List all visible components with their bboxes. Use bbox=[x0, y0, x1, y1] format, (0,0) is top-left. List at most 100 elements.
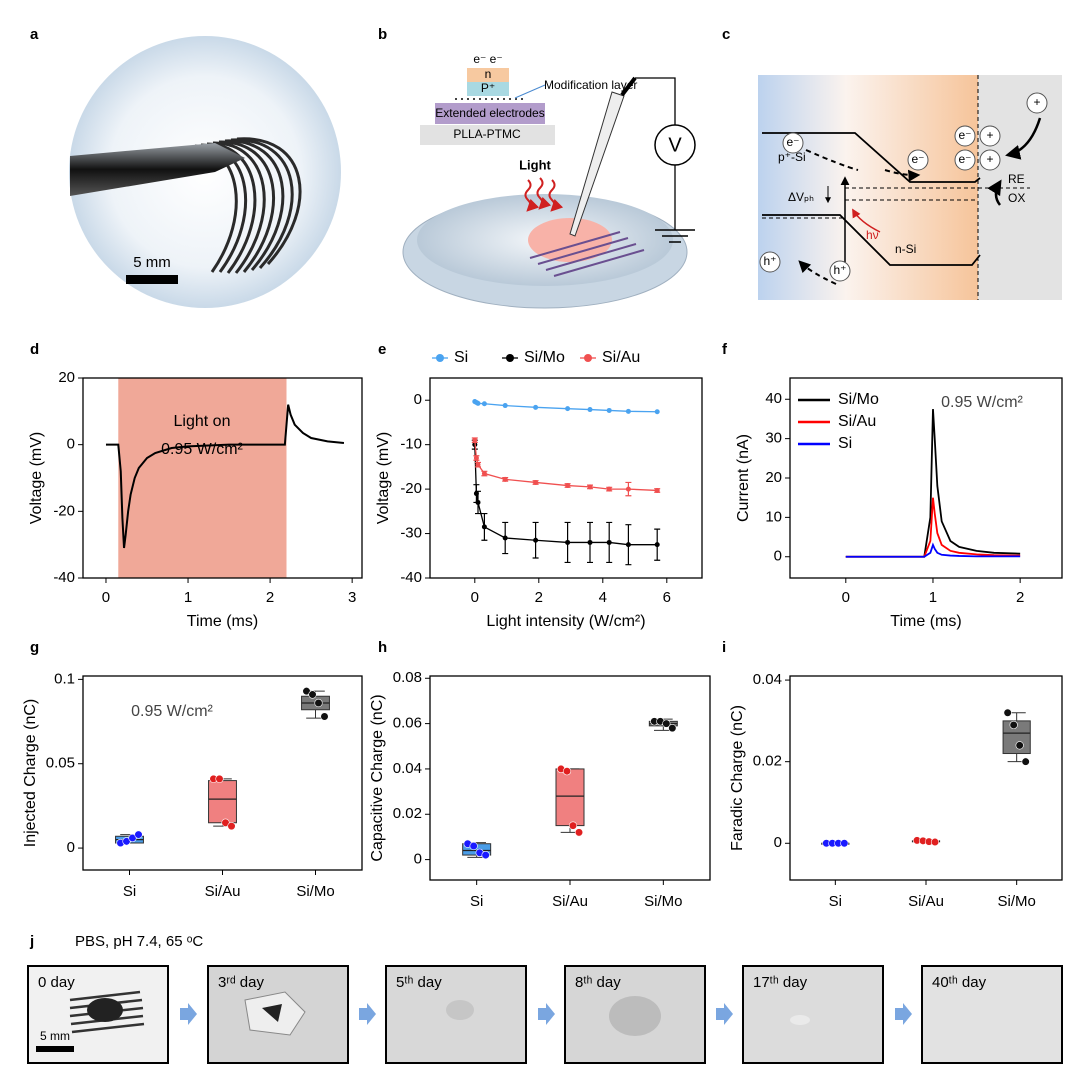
data-line bbox=[105, 404, 345, 549]
y-tick-label: 20 bbox=[58, 369, 75, 386]
y-tick-label: 0.02 bbox=[753, 753, 782, 770]
legend-label: Si bbox=[838, 435, 852, 452]
x-tick-label: 0 bbox=[471, 589, 479, 606]
panel-j: PBS, pH 7.4, 65 ᵒC 5 mm 0 day 3ʳᵈ day 5ᵗ… bbox=[27, 933, 1063, 1064]
legend-label: Si bbox=[454, 349, 468, 366]
data-point bbox=[930, 837, 940, 847]
panel-letter: a bbox=[30, 26, 39, 43]
hole-path bbox=[798, 260, 837, 285]
x-tick-label: Si/Au bbox=[205, 883, 241, 900]
scale-bar bbox=[36, 1046, 74, 1052]
electron: e⁻ bbox=[958, 152, 971, 166]
data-point bbox=[587, 539, 593, 545]
data-point bbox=[475, 499, 481, 505]
panel-letter: c bbox=[722, 26, 730, 43]
data-point bbox=[562, 767, 572, 776]
photon-label: hν bbox=[866, 228, 879, 242]
frame-label: 40ᵗʰ day bbox=[932, 974, 987, 991]
plot-frame bbox=[82, 377, 363, 579]
panel-letter: h bbox=[378, 639, 387, 656]
n-side-label: n-Si bbox=[895, 242, 916, 256]
data-line bbox=[474, 444, 658, 546]
p-layer-label: P⁺ bbox=[481, 81, 495, 95]
data-point bbox=[565, 406, 571, 412]
substrate-label: PLLA-PTMC bbox=[453, 127, 521, 141]
y-tick-label: 40 bbox=[765, 390, 782, 407]
light-label: Light bbox=[519, 157, 551, 172]
tweezers bbox=[70, 143, 245, 196]
y-tick-label: -30 bbox=[400, 525, 422, 542]
oxidized-label: OX bbox=[1008, 191, 1025, 205]
callout-label: Modification layer bbox=[544, 78, 637, 92]
ground bbox=[655, 229, 695, 243]
data-point bbox=[625, 408, 631, 414]
y-tick-label: 0.04 bbox=[753, 671, 782, 688]
data-point bbox=[654, 409, 660, 415]
legend-label: Si/Au bbox=[838, 413, 876, 430]
y-tick-label: 0.1 bbox=[54, 670, 75, 687]
y-tick-label: 0.06 bbox=[393, 715, 422, 732]
x-tick-label: 1 bbox=[929, 589, 937, 606]
data-point bbox=[481, 401, 487, 407]
panel-letter: e bbox=[378, 341, 386, 358]
light-rays bbox=[524, 177, 564, 212]
reduced-label: RE bbox=[1008, 172, 1025, 186]
n-layer-label: n bbox=[485, 67, 492, 81]
frame-label: 17ᵗʰ day bbox=[753, 974, 808, 991]
x-axis-label: Time (ms) bbox=[187, 613, 258, 630]
legend-marker bbox=[436, 354, 444, 362]
scale-bar bbox=[126, 275, 178, 284]
frame-label: 3ʳᵈ day bbox=[218, 974, 264, 991]
scale-label: 5 mm bbox=[40, 1029, 70, 1043]
data-point bbox=[625, 486, 631, 492]
pipette-wire bbox=[620, 76, 637, 97]
cation: + bbox=[986, 152, 993, 166]
y-tick-label: 20 bbox=[765, 469, 782, 486]
residue bbox=[446, 1000, 474, 1020]
panel-a-photo: 5 mm bbox=[69, 36, 341, 308]
electron: e⁻ bbox=[911, 152, 924, 166]
data-point bbox=[227, 822, 236, 831]
hole: h⁺ bbox=[833, 263, 846, 277]
cation: + bbox=[1033, 95, 1040, 109]
plot-frame bbox=[429, 377, 703, 579]
data-point bbox=[587, 484, 593, 490]
data-point bbox=[565, 483, 571, 489]
data-point bbox=[533, 537, 539, 543]
x-axis-label: Light intensity (W/cm²) bbox=[486, 613, 645, 630]
x-tick-label: Si/Au bbox=[908, 893, 944, 910]
annotation: 0.95 W/cm² bbox=[941, 394, 1023, 411]
electrode-label: Extended electrodes bbox=[435, 106, 544, 120]
panel-letter: g bbox=[30, 639, 39, 656]
box bbox=[208, 780, 237, 824]
panel-letter: i bbox=[722, 639, 726, 656]
data-point bbox=[654, 487, 660, 493]
panel-letter: b bbox=[378, 26, 387, 43]
data-point bbox=[481, 850, 490, 860]
residue bbox=[609, 996, 661, 1036]
x-tick-label: 2 bbox=[1016, 589, 1024, 606]
data-point bbox=[308, 690, 317, 699]
electrode-stripes bbox=[529, 231, 645, 277]
y-tick-label: -20 bbox=[400, 480, 422, 497]
y-axis-label: Voltage (mV) bbox=[375, 432, 392, 524]
hole: h⁺ bbox=[763, 254, 776, 268]
panel-b-diagram: PLLA-PTMC Extended electrodes P⁺ n e⁻ e⁻… bbox=[402, 52, 696, 309]
x-tick-label: Si/Mo bbox=[997, 893, 1035, 910]
data-point bbox=[134, 830, 143, 839]
x-tick-label: Si/Mo bbox=[296, 883, 334, 900]
plot-frame bbox=[789, 675, 1063, 881]
y-tick-label: -40 bbox=[53, 569, 75, 586]
y-axis-label: Voltage (mV) bbox=[28, 432, 45, 524]
legend-marker bbox=[584, 354, 592, 362]
data-point bbox=[320, 712, 329, 721]
y-tick-label: 0.02 bbox=[393, 805, 422, 822]
electron-labels: e⁻ e⁻ bbox=[473, 52, 502, 66]
photo-frame bbox=[742, 965, 884, 1064]
x-tick-label: Si bbox=[470, 893, 483, 910]
wire bbox=[635, 77, 676, 230]
chip bbox=[87, 998, 123, 1022]
data-point bbox=[1015, 741, 1024, 750]
residue bbox=[790, 1015, 810, 1025]
